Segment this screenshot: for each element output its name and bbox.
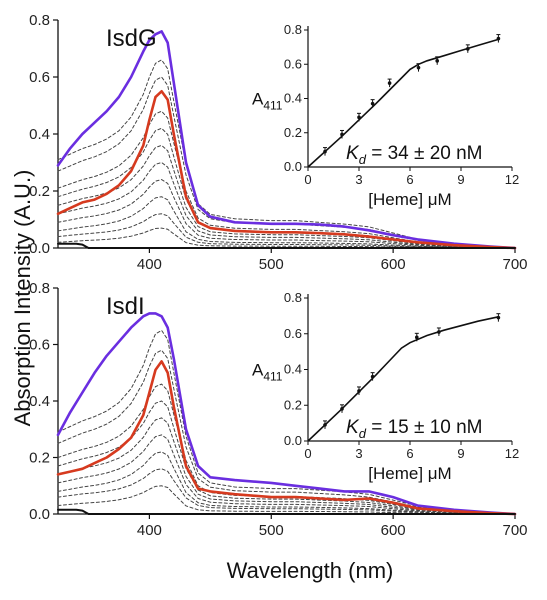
y-tick-label: 0.2	[29, 450, 50, 467]
inset-x-tick-label: 6	[406, 172, 413, 187]
panel-title: IsdG	[106, 25, 157, 52]
inset-x-tick-label: 0	[304, 172, 311, 187]
inset-fit-curve	[307, 38, 499, 168]
titration-spectrum-dashed	[57, 485, 516, 515]
inset-data-point	[370, 101, 375, 106]
inset-data-point	[357, 115, 361, 120]
kd-annotation: Kd = 15 ± 10 nM	[346, 417, 483, 441]
titration-spectrum-dashed	[57, 76, 516, 249]
titration-spectrum-dashed	[57, 468, 516, 515]
inset-x-tick-label: 3	[355, 446, 362, 461]
inset-x-axis-label: [Heme] μM	[368, 190, 451, 209]
isdi-panel: 0.0 0.2 0.4 0.6 0.8 400 500 600 700 IsdI 0.0 0.2 0.4…	[29, 280, 527, 539]
inset-y-tick-label: 0.2	[284, 397, 302, 412]
inset-x-axis-label: [Heme] μM	[368, 464, 451, 483]
inset-y-tick-label: 0.8	[284, 22, 302, 37]
inset-x-tick-label: 0	[304, 446, 311, 461]
inset-binding-plot: 0.0 0.2 0.4 0.6 0.8 0 3 6 9 12 A411 [Heme] μM Kd = 1…	[252, 290, 519, 483]
inset-y-tick-label: 0.8	[284, 290, 302, 305]
inset-background	[308, 292, 512, 441]
inset-y-tick-label: 0.2	[284, 125, 302, 140]
spectrum-highlight-red	[56, 90, 517, 250]
shared-x-axis-label: Wavelength (nm)	[227, 558, 394, 583]
kd-annotation: Kd = 34 ± 20 nM	[346, 143, 483, 167]
inset-data-point	[496, 315, 501, 320]
titration-spectrum-dashed	[57, 349, 516, 515]
inset-x-tick-label: 9	[457, 446, 464, 461]
inset-x-tick-label: 3	[355, 172, 362, 187]
x-tick-label: 400	[137, 522, 162, 539]
y-tick-label: 0.6	[29, 69, 50, 86]
isdg-panel: 0.0 0.2 0.4 0.6 0.8 400 500 600 700 IsdG 0.0 0.2 0.4…	[29, 12, 527, 273]
titration-spectrum-dashed	[57, 162, 516, 249]
inset-y-tick-label: 0.6	[284, 326, 302, 341]
panel-title: IsdI	[106, 293, 145, 320]
inset-data-point	[415, 335, 419, 340]
titration-spectrum-dashed	[57, 213, 516, 249]
x-tick-label: 700	[502, 522, 527, 539]
spectrum-highlight-red	[56, 360, 517, 516]
inset-data-point	[340, 407, 344, 411]
inset-data-point	[387, 81, 392, 85]
inset-y-tick-label: 0.4	[284, 362, 302, 377]
inset-y-tick-label: 0.6	[284, 56, 302, 71]
y-tick-label: 0.4	[29, 393, 50, 410]
y-tick-label: 0.6	[29, 337, 50, 354]
titration-spectrum-dashed	[57, 179, 516, 249]
titration-spectrum-dashed	[57, 329, 516, 515]
spectrum-baseline	[57, 508, 516, 515]
inset-y-axis-label: A411	[252, 90, 283, 113]
inset-data-point	[437, 330, 441, 334]
y-tick-label: 0.0	[29, 240, 50, 257]
y-tick-label: 0.8	[29, 12, 50, 29]
titration-spectrum-dashed	[57, 196, 516, 249]
x-tick-label: 600	[381, 522, 406, 539]
x-tick-label: 700	[502, 256, 527, 273]
y-tick-label: 0.8	[29, 280, 50, 297]
y-tick-label: 0.2	[29, 183, 50, 200]
spectrum-final-purple	[56, 30, 517, 250]
inset-data-point	[340, 132, 344, 137]
inset-data-point	[323, 149, 327, 154]
inset-x-tick-label: 12	[505, 446, 519, 461]
titration-spectrum-dashed	[57, 417, 516, 515]
inset-y-axis-label: A411	[252, 361, 283, 384]
inset-data-point	[496, 36, 501, 41]
y-tick-label: 0.0	[29, 506, 50, 523]
inset-data-point	[435, 59, 440, 63]
inset-data-point	[357, 389, 361, 393]
x-tick-label: 600	[381, 256, 406, 273]
inset-data-point	[370, 374, 375, 379]
inset-data-point	[416, 65, 421, 70]
inset-y-tick-label: 0.4	[284, 91, 302, 106]
inset-x-tick-label: 9	[457, 172, 464, 187]
y-tick-label: 0.4	[29, 126, 50, 143]
inset-data-point	[466, 47, 470, 51]
spectrum-baseline	[57, 242, 516, 249]
x-tick-label: 500	[259, 256, 284, 273]
inset-data-point	[323, 423, 327, 427]
x-tick-label: 500	[259, 522, 284, 539]
inset-y-tick-label: 0.0	[284, 433, 302, 448]
inset-fit-curve	[307, 316, 499, 442]
spectrum-final-purple	[56, 312, 517, 516]
x-tick-label: 400	[137, 256, 162, 273]
shared-y-axis-label: Absorption Intensity (A.U.)	[10, 170, 35, 427]
inset-binding-plot: 0.0 0.2 0.4 0.6 0.8 0 3 6 9 12 A411 [Heme] μM Kd = 3…	[252, 22, 519, 209]
titration-spectrum-dashed	[57, 434, 516, 515]
inset-x-tick-label: 6	[406, 446, 413, 461]
titration-spectrum-dashed	[57, 227, 516, 249]
titration-spectrum-dashed	[57, 451, 516, 515]
inset-background	[308, 24, 512, 167]
inset-x-tick-label: 12	[505, 172, 519, 187]
inset-y-tick-label: 0.0	[284, 159, 302, 174]
